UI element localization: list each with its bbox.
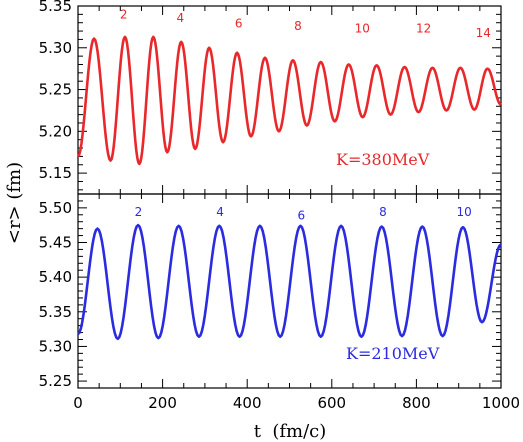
peak-label: 12 [416, 22, 431, 36]
x-tick-label: 1000 [482, 394, 520, 412]
x-tick-label: 600 [317, 394, 346, 412]
bottom-ticks [77, 194, 502, 388]
x-axis-title: t (fm/c) [254, 421, 327, 442]
y-tick-label: 5.25 [39, 372, 72, 390]
peak-label: 2 [135, 205, 143, 219]
peak-label: 6 [235, 17, 243, 31]
x-tick-label: 800 [402, 394, 431, 412]
top-panel-annotation: K=380MeV [336, 150, 430, 169]
peak-label: 10 [457, 205, 472, 219]
x-tick-label: 200 [148, 394, 177, 412]
peak-label: 6 [298, 209, 306, 223]
y-tick-label: 5.50 [39, 199, 72, 217]
peak-label: 4 [216, 205, 224, 219]
y-tick-label: 5.40 [39, 268, 72, 286]
y-tick-label: 5.45 [39, 234, 72, 252]
y-tick-label: 5.30 [39, 337, 72, 355]
y-tick-label: 5.20 [39, 122, 72, 140]
x-tick-label: 400 [233, 394, 262, 412]
peak-label: 4 [177, 11, 185, 25]
y-tick-label: 5.15 [39, 164, 72, 182]
bottom-panel-annotation: K=210MeV [346, 344, 440, 363]
top-ticks [77, 6, 502, 194]
y-axis-title: <r> (fm) [4, 162, 25, 244]
top-peak-labels: 2 4 6 8 10 12 14 [120, 8, 491, 40]
peak-label: 14 [476, 26, 491, 40]
peak-label: 8 [294, 19, 302, 33]
top-panel: 5.15 5.20 5.25 5.30 5.35 2 4 6 8 10 12 14 K=380MeV [39, 0, 502, 195]
bottom-series-line [77, 223, 502, 341]
peak-label: 8 [379, 205, 387, 219]
peak-label: 10 [355, 22, 370, 36]
top-panel-frame [77, 5, 502, 195]
y-tick-label: 5.35 [39, 0, 72, 15]
top-y-tick-labels: 5.15 5.20 5.25 5.30 5.35 [39, 0, 72, 182]
bottom-peak-labels: 2 4 6 8 10 [135, 205, 472, 222]
x-tick-label: 0 [73, 394, 83, 412]
y-tick-label: 5.25 [39, 81, 72, 99]
y-tick-label: 5.35 [39, 303, 72, 321]
top-series-line [76, 35, 502, 166]
bottom-y-tick-labels: 5.25 5.30 5.35 5.40 5.45 5.50 [39, 199, 72, 390]
bottom-panel: 5.25 5.30 5.35 5.40 5.45 5.50 2 4 6 8 10 K=210MeV [39, 193, 502, 390]
y-tick-label: 5.30 [39, 39, 72, 57]
x-tick-labels: 0 200 400 600 800 1000 [73, 394, 520, 412]
peak-label: 2 [120, 8, 128, 22]
